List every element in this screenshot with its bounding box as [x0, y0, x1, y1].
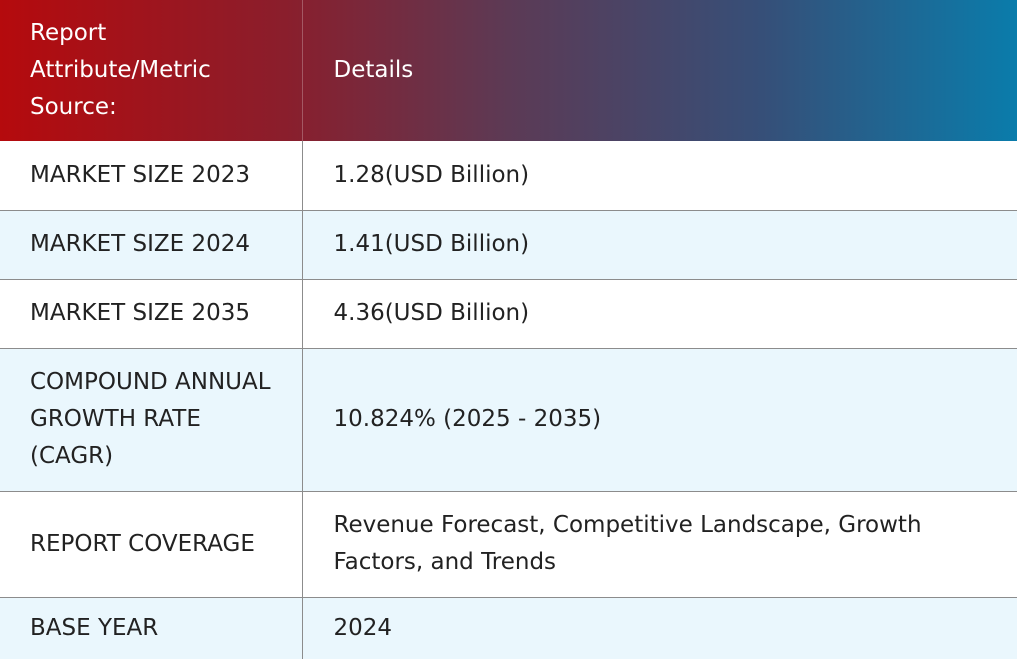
attribute-cell: MARKET SIZE 2024 — [0, 210, 302, 280]
details-cell: 1.28(USD Billion) — [301, 141, 1017, 211]
table-row: COMPOUND ANNUAL GROWTH RATE (CAGR) 10.82… — [0, 348, 1017, 492]
table-row: REPORT COVERAGE Revenue Forecast, Compet… — [0, 491, 1017, 598]
header-details: Details — [301, 0, 1017, 141]
attribute-cell: BASE YEAR — [0, 597, 302, 659]
attribute-cell: MARKET SIZE 2023 — [0, 141, 302, 211]
table-row: MARKET SIZE 2024 1.41(USD Billion) — [0, 210, 1017, 280]
header-row: Report Attribute/Metric Source: Details — [0, 0, 1017, 141]
details-cell: 1.41(USD Billion) — [301, 210, 1017, 280]
details-cell: 2024 — [301, 597, 1017, 659]
table-row: BASE YEAR 2024 — [0, 597, 1017, 659]
table-row: MARKET SIZE 2035 4.36(USD Billion) — [0, 279, 1017, 349]
table-body: MARKET SIZE 2023 1.28(USD Billion) MARKE… — [0, 141, 1017, 659]
details-cell: Revenue Forecast, Competitive Landscape,… — [301, 491, 1017, 598]
header-attribute: Report Attribute/Metric Source: — [30, 20, 211, 120]
table-header: Report Attribute/Metric Source: Details — [0, 0, 1017, 141]
attribute-cell: COMPOUND ANNUAL GROWTH RATE (CAGR) — [0, 348, 302, 492]
details-cell: 4.36(USD Billion) — [301, 279, 1017, 349]
attribute-cell: MARKET SIZE 2035 — [0, 279, 302, 349]
details-cell: 10.824% (2025 - 2035) — [301, 348, 1017, 492]
table-row: MARKET SIZE 2023 1.28(USD Billion) — [0, 141, 1017, 211]
attribute-cell: REPORT COVERAGE — [0, 491, 302, 598]
